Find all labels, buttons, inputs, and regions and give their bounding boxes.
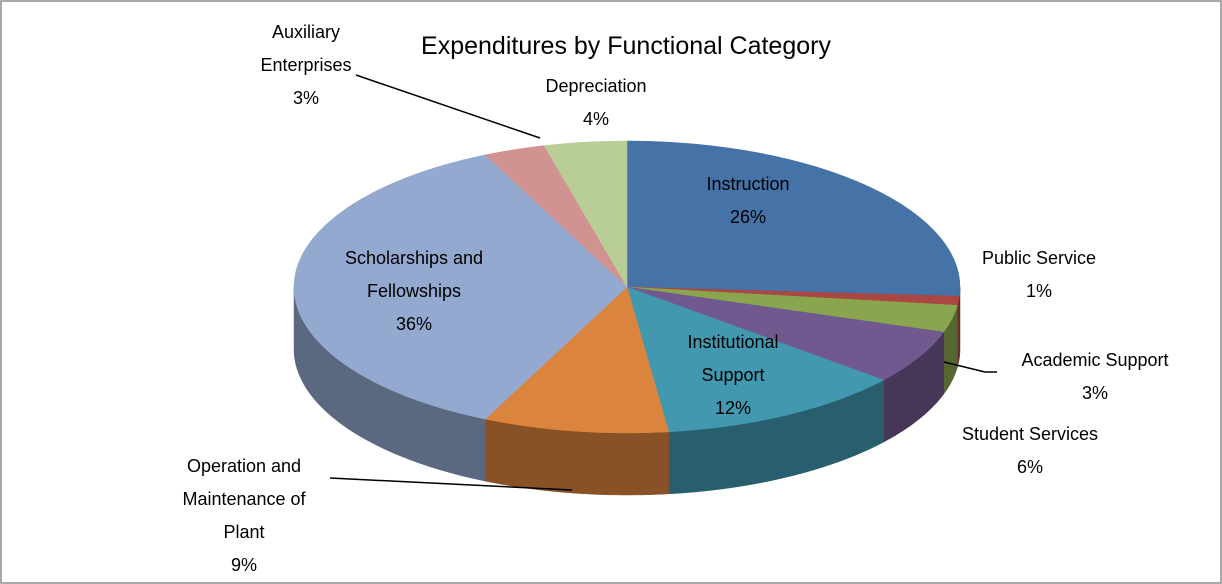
data-label: Scholarships and Fellowships 36%: [319, 242, 509, 341]
pie-slice: [484, 286, 670, 434]
pie-slice: [626, 140, 961, 297]
data-label: Instruction 26%: [668, 168, 828, 234]
label-name: Academic Support: [1021, 350, 1169, 370]
label-value: 3%: [1081, 383, 1108, 403]
label-name: Institutional Support: [687, 332, 779, 385]
label-name: Auxiliary Enterprises: [260, 22, 352, 75]
leader-line: [355, 74, 541, 139]
data-label: Academic Support 3%: [995, 344, 1195, 410]
data-label: Depreciation 4%: [516, 70, 676, 136]
label-value: 1%: [1025, 281, 1052, 301]
pie-sides: [293, 286, 961, 496]
data-label: Public Service 1%: [939, 242, 1139, 308]
label-value: 3%: [292, 88, 319, 108]
pie-tops: [293, 140, 961, 434]
leader-line: [943, 361, 997, 373]
leader-line: [329, 477, 573, 491]
label-value: 6%: [1016, 457, 1043, 477]
label-name: Scholarships and Fellowships: [344, 248, 484, 301]
data-label: Auxiliary Enterprises 3%: [251, 16, 361, 115]
pie-slice: [293, 154, 628, 420]
chart-title: Expenditures by Functional Category: [421, 32, 831, 60]
data-label: Operation and Maintenance of Plant 9%: [169, 450, 319, 582]
label-name: Instruction: [706, 174, 790, 194]
label-value: 4%: [582, 109, 609, 129]
label-value: 12%: [714, 398, 752, 418]
pie-slice: [626, 286, 885, 433]
data-label: Institutional Support 12%: [668, 326, 798, 425]
label-value: 26%: [729, 207, 767, 227]
label-name: Public Service: [981, 248, 1097, 268]
label-name: Operation and Maintenance of Plant: [182, 456, 306, 542]
label-name: Student Services: [961, 424, 1099, 444]
label-name: Depreciation: [545, 76, 647, 96]
pie-slice: [543, 140, 628, 288]
label-value: 9%: [230, 555, 257, 575]
label-value: 36%: [395, 314, 433, 334]
pie-slice: [626, 286, 945, 381]
data-label: Student Services 6%: [930, 418, 1130, 484]
